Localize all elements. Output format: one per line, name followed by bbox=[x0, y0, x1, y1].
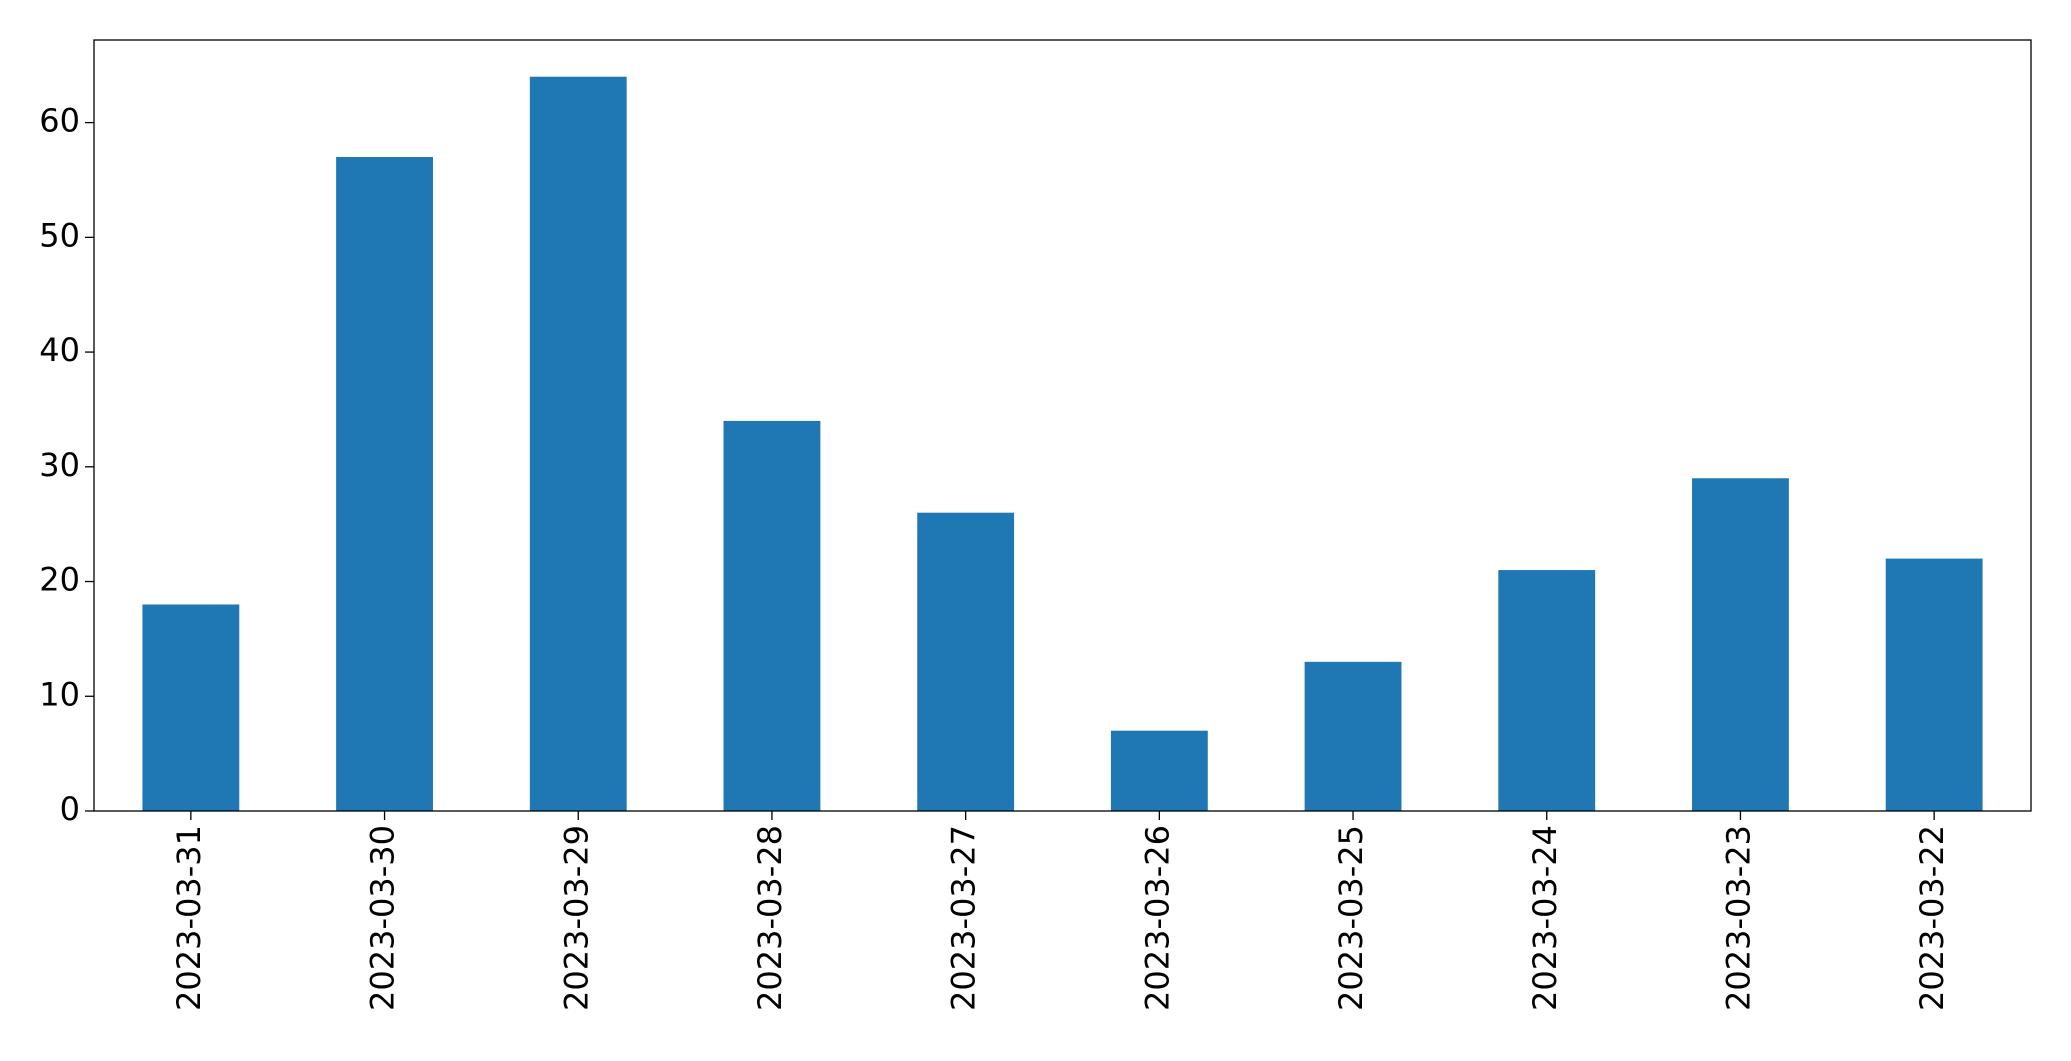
x-tick-label: 2023-03-31 bbox=[170, 825, 208, 1011]
bar bbox=[723, 420, 821, 811]
bar bbox=[917, 512, 1015, 811]
x-tick-label: 2023-03-30 bbox=[364, 825, 402, 1011]
x-tick-label: 2023-03-24 bbox=[1526, 825, 1564, 1011]
y-tick-label: 40 bbox=[39, 331, 80, 369]
bar bbox=[142, 604, 240, 811]
x-tick-label: 2023-03-22 bbox=[1913, 825, 1951, 1011]
x-tick-label: 2023-03-27 bbox=[945, 825, 983, 1011]
x-tick-label: 2023-03-29 bbox=[557, 825, 595, 1011]
bar bbox=[1304, 661, 1402, 811]
x-tick-label: 2023-03-28 bbox=[751, 825, 789, 1011]
x-tick-label: 2023-03-26 bbox=[1138, 825, 1176, 1011]
y-tick-label: 0 bbox=[60, 790, 80, 828]
y-tick-label: 10 bbox=[39, 675, 80, 713]
bar bbox=[336, 157, 433, 811]
bar bbox=[1498, 570, 1596, 811]
y-tick-label: 50 bbox=[39, 216, 80, 254]
x-tick-label: 2023-03-23 bbox=[1719, 825, 1757, 1011]
y-tick-label: 60 bbox=[39, 102, 80, 140]
y-tick-label: 30 bbox=[39, 446, 80, 484]
x-tick-label: 2023-03-25 bbox=[1332, 825, 1370, 1011]
y-tick-label: 20 bbox=[39, 561, 80, 599]
bar bbox=[1110, 730, 1208, 811]
bar bbox=[1885, 558, 1983, 811]
plot-frame bbox=[93, 39, 2032, 812]
bar bbox=[529, 76, 627, 811]
bar bbox=[1692, 478, 1789, 811]
